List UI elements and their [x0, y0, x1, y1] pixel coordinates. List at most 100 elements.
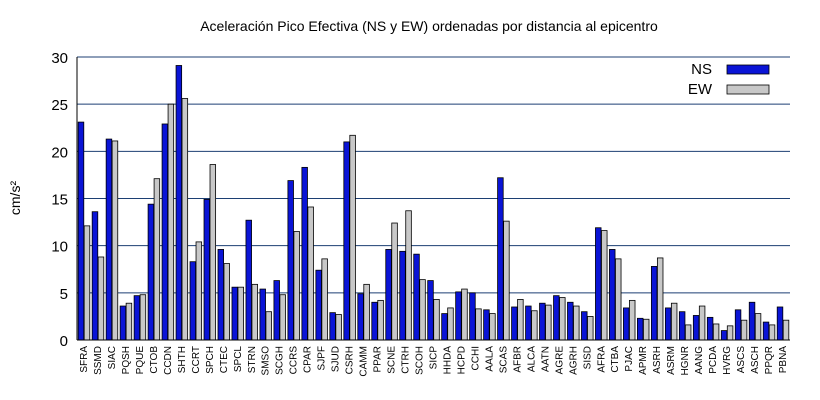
- x-tick-label: PQSH: [121, 346, 132, 374]
- bar-ew-afra: [601, 230, 608, 341]
- x-tick-label: AGRE: [554, 346, 565, 375]
- x-tick-label: CSRH: [345, 346, 356, 374]
- x-tick-label: CAMM: [359, 346, 370, 377]
- bar-ns-shth: [175, 65, 183, 341]
- bar-ns-scoh: [413, 253, 420, 341]
- bar-ew-sjud: [335, 314, 342, 341]
- x-tick-label: HGNR: [680, 346, 691, 375]
- bar-ew-pbna: [782, 319, 790, 341]
- x-tick-label: CTEC: [219, 346, 230, 373]
- bar-ns-ssmd: [91, 211, 99, 341]
- bar-ew-camm: [363, 283, 370, 341]
- x-tick-label: AFBR: [512, 346, 523, 373]
- x-tick-label: PCDA: [708, 346, 719, 374]
- x-tick-label: HVRG: [722, 346, 733, 375]
- bar-ns-aang: [692, 315, 700, 341]
- x-tick-label: SISD: [582, 346, 593, 369]
- x-tick-label: ASCH: [750, 346, 761, 374]
- bar-ew-sfra: [83, 225, 91, 341]
- bar-ew-pque: [139, 294, 147, 341]
- bar-ew-hgnr: [684, 324, 692, 341]
- y-axis-label: cm/s²: [7, 181, 23, 216]
- bar-ns-siac: [105, 138, 113, 341]
- bar-ew-aala: [489, 313, 496, 341]
- chart-title: Aceleración Pico Efectiva (NS y EW) orde…: [200, 18, 658, 34]
- x-tick-label: ASCS: [736, 346, 747, 374]
- bar-ns-hcpd: [455, 291, 462, 341]
- bar-ns-spch: [203, 199, 211, 341]
- bar-ns-ctba: [609, 249, 616, 341]
- y-tick-label: 5: [60, 286, 68, 303]
- x-tick-label: AALA: [484, 346, 495, 372]
- bar-ns-asch: [748, 301, 756, 341]
- bar-ns-sjpf: [315, 269, 322, 341]
- bar-ew-sjpf: [321, 258, 328, 341]
- bar-ew-hhda: [447, 307, 454, 341]
- x-tick-label: HHDA: [442, 346, 453, 375]
- bar-ew-siac: [111, 140, 119, 341]
- bar-ns-cpar: [301, 166, 308, 341]
- bar-ns-apmr: [637, 317, 644, 341]
- bar-ns-smso: [259, 288, 266, 341]
- y-tick-label: 10: [51, 239, 68, 256]
- bar-ns-scgh: [273, 280, 280, 341]
- bar-ew-hvrg: [726, 325, 734, 341]
- bar-ns-ctob: [147, 203, 155, 341]
- x-tick-label: CTOB: [149, 346, 160, 374]
- x-tick-label: AANG: [694, 346, 705, 375]
- x-tick-label: PBNA: [778, 346, 789, 374]
- axes: [76, 57, 790, 341]
- bar-ew-csrh: [349, 134, 356, 341]
- bar-ew-sicp: [433, 299, 440, 341]
- bar-ns-afra: [595, 227, 602, 341]
- bar-ew-ascs: [740, 319, 748, 341]
- bar-ew-hcpd: [461, 288, 468, 341]
- bar-ew-ssmd: [97, 256, 105, 341]
- bar-ns-asrm: [664, 307, 672, 341]
- bar-ew-spch: [209, 164, 217, 341]
- legend-label-ns: NS: [691, 61, 712, 78]
- x-tick-label: ALCA: [526, 346, 537, 372]
- y-tick-labels: 0 5 10 15 20 25 30: [51, 50, 68, 350]
- bar-ns-strn: [245, 219, 252, 341]
- bar-ns-cchi: [469, 292, 476, 341]
- bar-ns-ppqr: [762, 321, 770, 341]
- x-tick-label: PPAR: [373, 346, 384, 373]
- x-tick-label: ASRH: [652, 346, 663, 374]
- x-tick-label: SJPF: [317, 346, 328, 370]
- bar-ew-agre: [559, 297, 566, 341]
- x-tick-label: SICP: [429, 346, 440, 370]
- bar-ns-scas: [497, 177, 504, 341]
- x-tick-label: SPCL: [233, 346, 244, 373]
- x-tick-label: SCNE: [387, 346, 398, 374]
- bar-ew-ctec: [223, 263, 230, 341]
- bar-ew-spcl: [237, 286, 244, 341]
- bar-ew-shth: [181, 98, 189, 341]
- bar-ns-sicp: [427, 280, 434, 341]
- bar-ew-pcda: [712, 323, 720, 341]
- x-tick-label: SCGH: [275, 346, 286, 375]
- bar-ew-ccrt: [195, 241, 203, 341]
- bar-ew-ppar: [377, 299, 384, 341]
- bar-ns-pqsh: [119, 305, 127, 341]
- bar-ns-pcda: [706, 316, 714, 341]
- bar-ew-asrh: [656, 257, 664, 341]
- bar-ew-agrh: [573, 305, 580, 341]
- x-tick-label: CTRH: [401, 346, 412, 374]
- x-tick-label: HCPD: [456, 346, 467, 374]
- x-tick-label: SFRA: [79, 346, 90, 373]
- x-tick-label: AGRH: [568, 346, 579, 375]
- bar-ew-ctrh: [405, 210, 412, 341]
- bar-ew-ppqr: [768, 324, 776, 341]
- bar-ns-spcl: [231, 286, 238, 341]
- bar-ew-afbr: [517, 299, 524, 341]
- bar-ns-ctec: [217, 249, 224, 341]
- bar-ew-pjac: [629, 299, 636, 341]
- bar-ew-scgh: [279, 294, 286, 341]
- bar-ew-apmr: [643, 318, 650, 341]
- bar-ns-aatn: [539, 302, 546, 341]
- x-tick-label: PJAC: [624, 346, 635, 372]
- bar-ns-ctrh: [399, 250, 406, 341]
- x-tick-label: AATN: [540, 346, 551, 372]
